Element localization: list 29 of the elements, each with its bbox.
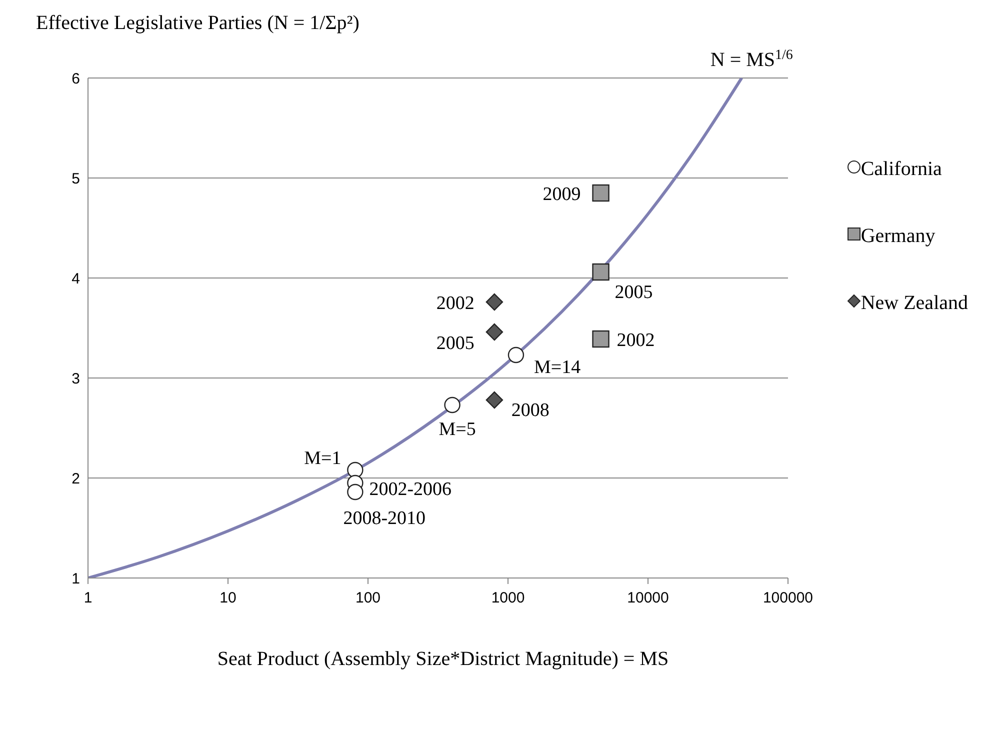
x-tick-label: 100: [355, 590, 381, 607]
annotation: 2002: [616, 330, 655, 351]
annotation: 2005: [436, 333, 474, 354]
annotation: 2008-2010: [343, 508, 426, 529]
legend-label: California: [860, 158, 942, 180]
annotation: 2008: [511, 400, 550, 421]
annotation: M=14: [534, 357, 582, 378]
y-tick-label: 1: [72, 570, 80, 588]
x-tick-label: 10: [220, 590, 236, 607]
x-axis-title: Seat Product (Assembly Size*District Magnitude) = MS: [216, 648, 670, 671]
y-tick-label: 2: [72, 470, 80, 488]
legend-label: Germany: [860, 225, 936, 247]
x-tick-label: 10000: [627, 590, 669, 607]
x-tick-label: 1: [84, 590, 92, 607]
y-tick-label: 4: [72, 270, 80, 288]
annotation: 2009: [542, 184, 581, 205]
annotation: M=1: [304, 448, 342, 469]
annotation: 2002: [436, 293, 474, 314]
annotation: M=5: [438, 419, 476, 440]
x-tick-label: 100000: [762, 590, 814, 607]
y-tick-label: 6: [72, 70, 80, 88]
legend-label: New Zealand: [860, 292, 968, 314]
y-tick-label: 5: [72, 170, 80, 188]
x-tick-label: 1000: [491, 590, 525, 607]
annotation: 2002-2006: [369, 479, 452, 500]
annotation: N = MS$^{1/6}$: [710, 48, 793, 71]
y-tick-label: 3: [72, 370, 80, 388]
y-axis-title: Effective Legislative Parties (N = 1/Σp²): [36, 12, 360, 35]
annotation: 2005: [614, 282, 653, 303]
